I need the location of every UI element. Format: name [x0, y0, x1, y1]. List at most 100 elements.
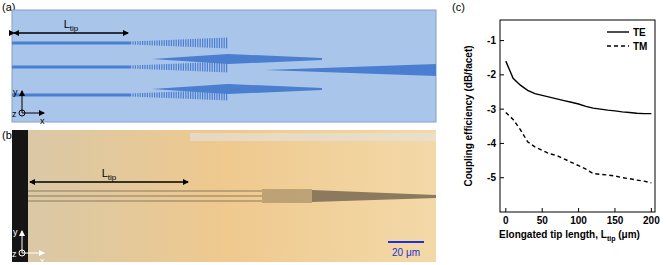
grating-tooth	[204, 62, 205, 71]
panel-c: (c)050100150200-1-2-3-4-5Elongated tip l…	[452, 1, 660, 243]
y-tick	[500, 177, 504, 178]
grating-tooth	[209, 38, 210, 47]
grating-tooth	[212, 62, 213, 72]
plot-frame	[500, 20, 655, 212]
substrate	[12, 10, 436, 122]
axis-letter: y	[13, 87, 18, 97]
grating-tooth	[226, 38, 227, 49]
grating-tooth	[164, 64, 165, 70]
grating-tooth	[188, 39, 189, 47]
grating-tooth	[132, 65, 133, 68]
y-tick	[500, 74, 504, 75]
grating-tooth	[142, 41, 143, 45]
grating-tooth	[195, 91, 196, 99]
grating-tooth	[171, 40, 172, 46]
grating-tooth	[166, 40, 167, 46]
grating-tooth	[159, 40, 160, 45]
grating-tooth	[214, 62, 215, 72]
grating-tooth	[216, 62, 217, 72]
grating-tooth	[144, 41, 145, 45]
waveguide-tip	[12, 66, 130, 69]
grating-tooth	[202, 63, 203, 72]
grating-tooth	[185, 63, 186, 71]
x-tick-label: 200	[643, 215, 660, 226]
waveguide	[28, 190, 262, 191]
grating-tooth	[135, 65, 136, 68]
dimension-subscript: tip	[70, 24, 79, 33]
dimension-subscript: tip	[108, 173, 117, 182]
y-tick	[500, 109, 504, 110]
taper	[228, 54, 322, 64]
x-label-sub: tip	[607, 235, 616, 243]
grating-tooth	[137, 93, 138, 97]
grating-tooth	[154, 65, 155, 70]
grating-tooth	[188, 91, 189, 99]
grating-region	[262, 189, 312, 203]
grating-tooth	[161, 92, 162, 98]
grating-tooth	[219, 38, 220, 48]
grating-tooth	[135, 93, 136, 96]
grating-tooth	[190, 91, 191, 99]
y-axis-label: Coupling efficiency (dB/facet)	[463, 45, 474, 186]
x-tick	[542, 208, 543, 212]
grating-tooth	[132, 93, 133, 96]
grating-tooth	[214, 38, 215, 48]
axis-letter: z	[12, 109, 17, 119]
grating-tooth	[190, 63, 191, 71]
axis-z-circle	[19, 110, 25, 116]
panel-label: (c)	[452, 1, 465, 13]
grating-tooth	[185, 39, 186, 47]
x-tick-label: 100	[570, 215, 587, 226]
grating-tooth	[130, 94, 131, 97]
legend-label: TM	[633, 41, 647, 52]
grating-tooth	[173, 64, 174, 71]
y-tick-label: -5	[487, 172, 496, 183]
x-tick-label: 150	[607, 215, 624, 226]
grating-tooth	[168, 92, 169, 98]
grating-tooth	[168, 40, 169, 46]
grating-tooth	[178, 40, 179, 47]
grating-tooth	[171, 92, 172, 98]
grating-tooth	[207, 38, 208, 47]
x-tick	[578, 208, 579, 212]
panel-a: (a)Ltipyzx	[2, 1, 436, 126]
axis-letter: x	[40, 116, 45, 126]
grating-tooth	[142, 65, 143, 69]
grating-tooth	[140, 65, 141, 69]
x-label-suffix: (μm)	[615, 229, 639, 240]
waveguide-tip	[12, 42, 130, 45]
grating-tooth	[166, 92, 167, 98]
grating-tooth	[192, 63, 193, 71]
y-tick-label: -1	[487, 35, 496, 46]
grating-tooth	[161, 64, 162, 70]
x-tick	[614, 208, 615, 212]
series-line	[506, 61, 652, 113]
grating-tooth	[154, 41, 155, 46]
grating-tooth	[209, 62, 210, 71]
grating-tooth	[185, 91, 186, 99]
grating-tooth	[147, 41, 148, 45]
grating-tooth	[156, 92, 157, 97]
grating-tooth	[202, 39, 203, 48]
grating-tooth	[183, 39, 184, 46]
axis-letter: x	[40, 256, 45, 265]
x-label-text: Elongated tip length, L	[499, 229, 607, 240]
grating-tooth	[197, 39, 198, 47]
grating-tooth	[137, 41, 138, 45]
grating-tooth	[178, 64, 179, 71]
grating-tooth	[149, 41, 150, 46]
grating-tooth	[183, 63, 184, 70]
grating-tooth	[149, 93, 150, 98]
waveguide	[28, 195, 262, 196]
grating-tooth	[159, 64, 160, 69]
scale-bar-label: 20 μm	[392, 247, 420, 258]
grating-tooth	[216, 38, 217, 48]
series-group	[506, 61, 652, 183]
grating-tooth	[164, 92, 165, 98]
axis-letter: y	[13, 227, 18, 237]
grating-tooth	[152, 93, 153, 98]
grating-tooth	[224, 38, 225, 49]
grating-tooth	[192, 39, 193, 47]
grating-tooth	[173, 92, 174, 99]
taper	[312, 190, 436, 202]
